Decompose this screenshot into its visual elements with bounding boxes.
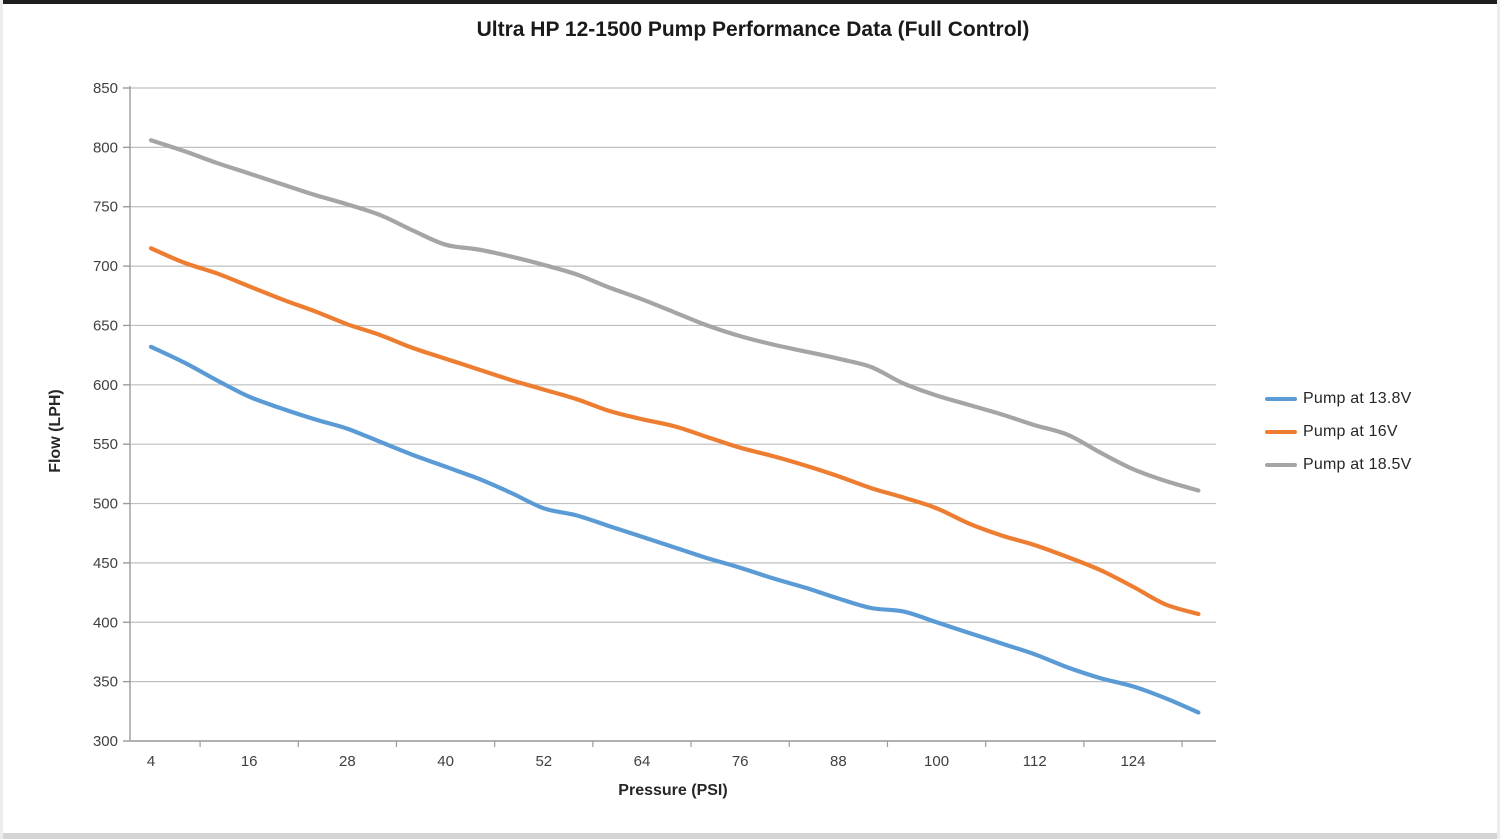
x-tick-label: 4 [147,753,155,770]
y-tick-label: 550 [93,436,118,453]
x-axis-title: Pressure (PSI) [618,782,727,799]
y-tick-label: 850 [93,80,118,97]
y-tick-label: 800 [93,139,118,156]
x-tick-label: 40 [437,753,454,770]
x-tick-label: 64 [634,753,651,770]
y-axis-title: Flow (LPH) [47,389,64,473]
y-tick-label: 300 [93,733,118,750]
series-line-2 [148,138,1201,493]
y-tick-label: 700 [93,258,118,275]
x-tick-label: 52 [535,753,552,770]
y-tick-label: 650 [93,317,118,334]
legend-item-pump-18-5v: Pump at 18.5V [1265,454,1411,475]
y-tick-label: 600 [93,377,118,394]
y-tick-label: 750 [93,199,118,216]
series-line-0 [148,344,1201,715]
x-tick-label: 100 [924,753,949,770]
legend-label: Pump at 16V [1303,422,1398,440]
x-tick-label: 16 [241,753,258,770]
x-tick-label: 28 [339,753,356,770]
screenshot-top-edge [3,0,1497,4]
pump-performance-chart: 850 800 750 700 650 600 550 500 450 400 350 300 4 16 2… [47,18,1216,799]
y-tick-label: 500 [93,496,118,513]
legend-item-pump-16v: Pump at 16V [1265,421,1411,442]
axis-tick-labels: 850 800 750 700 650 600 550 500 450 400 350 300 4 16 2… [93,80,1146,770]
chart-title: Ultra HP 12-1500 Pump Performance Data (… [477,18,1030,41]
y-tick-label: 350 [93,674,118,691]
x-tick-label: 88 [830,753,847,770]
legend-line-swatch-blue [1265,396,1297,401]
legend-line-swatch-gray [1265,462,1297,467]
screenshot-bottom-edge [3,833,1497,839]
legend-item-pump-13-8v: Pump at 13.8V [1265,388,1411,409]
axis-lines [123,86,1216,747]
legend-line-swatch-orange [1265,429,1297,434]
legend: Pump at 13.8V Pump at 16V Pump at 18.5V [1265,388,1411,475]
x-tick-label: 112 [1023,753,1047,770]
series-lines [148,138,1201,715]
x-tick-label: 124 [1120,753,1145,770]
y-tick-label: 400 [93,614,118,631]
legend-label: Pump at 13.8V [1303,389,1412,407]
y-tick-label: 450 [93,555,118,572]
legend-label: Pump at 18.5V [1303,455,1412,473]
x-tick-label: 76 [732,753,749,770]
series-line-1 [148,246,1201,617]
